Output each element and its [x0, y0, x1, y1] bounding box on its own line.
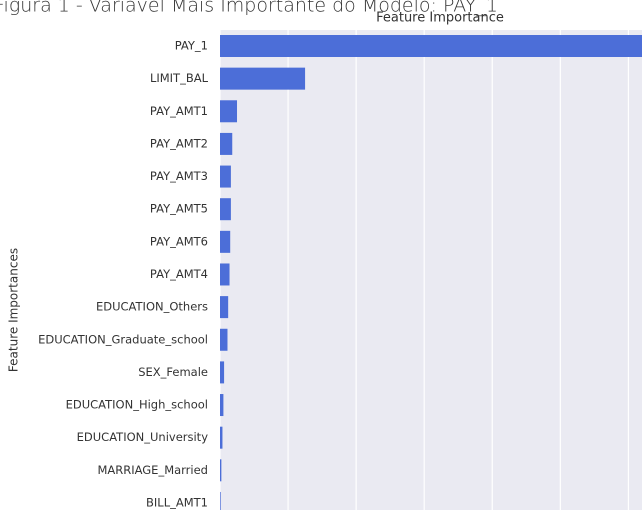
y-tick-label: BILL_AMT1 — [146, 495, 208, 509]
bar — [220, 296, 229, 319]
y-tick-label: EDUCATION_High_school — [66, 398, 208, 412]
bar — [220, 426, 223, 449]
y-tick-label: LIMIT_BAL — [150, 71, 209, 85]
y-tick-label: EDUCATION_Graduate_school — [38, 332, 208, 346]
y-tick-label: SEX_Female — [138, 365, 208, 379]
bar — [220, 67, 306, 90]
bar — [220, 230, 231, 253]
chart-title: Feature Importance — [376, 11, 504, 26]
bar — [220, 132, 233, 155]
bar — [220, 100, 238, 123]
plot-background — [220, 30, 642, 510]
y-axis-label: Feature Importances — [7, 248, 21, 372]
bar — [220, 394, 224, 417]
y-tick-label: MARRIAGE_Married — [97, 463, 208, 477]
bar — [220, 491, 221, 510]
bar — [220, 459, 222, 482]
y-tick-label: PAY_AMT4 — [150, 267, 208, 281]
y-tick-label: PAY_AMT1 — [150, 104, 208, 118]
bar — [220, 35, 642, 57]
bar — [220, 263, 230, 286]
y-tick-label: PAY_AMT2 — [150, 136, 208, 150]
y-tick-label: EDUCATION_Others — [96, 300, 208, 314]
figure-caption: Figura 1 - Variável Mais Importante do M… — [0, 0, 498, 17]
bar — [220, 361, 225, 384]
y-tick-label: PAY_AMT3 — [150, 169, 208, 183]
y-tick-label: PAY_AMT6 — [150, 234, 208, 248]
bar — [220, 198, 231, 221]
y-tick-label: PAY_1 — [175, 39, 208, 53]
y-tick-label: EDUCATION_University — [77, 430, 209, 444]
y-tick-label: PAY_AMT5 — [150, 202, 208, 216]
bar — [220, 165, 231, 188]
bar — [220, 328, 228, 351]
